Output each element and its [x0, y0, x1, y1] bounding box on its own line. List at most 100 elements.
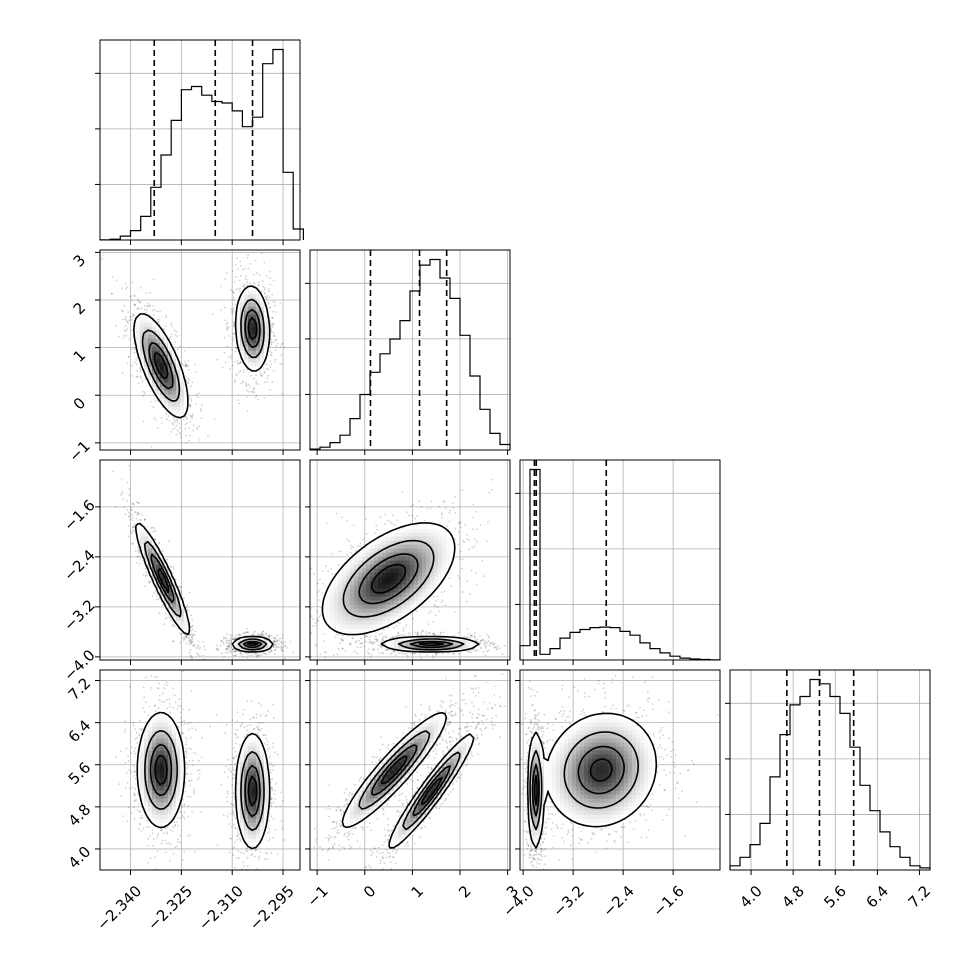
sample-point — [225, 641, 228, 644]
sample-point — [228, 335, 230, 337]
sample-point — [458, 577, 461, 580]
sample-point — [228, 643, 231, 645]
sample-point — [389, 636, 392, 639]
sample-point — [463, 635, 466, 638]
sample-point — [177, 585, 180, 588]
sample-point — [141, 514, 144, 516]
sample-point — [229, 641, 232, 644]
sample-point — [156, 595, 159, 598]
sample-point — [318, 599, 320, 601]
sample-point — [160, 417, 163, 419]
sample-point — [168, 616, 171, 619]
sample-point — [440, 631, 442, 634]
sample-point — [280, 343, 283, 346]
sample-point — [272, 322, 275, 325]
sample-point — [459, 550, 462, 553]
sample-point — [275, 646, 278, 649]
sample-point — [284, 645, 287, 648]
sample-point — [316, 591, 319, 593]
sample-point — [466, 600, 468, 603]
sample-point — [232, 648, 235, 650]
sample-point — [274, 636, 276, 639]
sample-point — [121, 491, 124, 493]
sample-point — [458, 522, 461, 524]
sample-point — [170, 619, 173, 621]
sample-point — [168, 337, 171, 340]
sample-point — [256, 656, 258, 658]
sample-point — [133, 294, 136, 297]
sample-point — [373, 641, 376, 644]
sample-point — [268, 651, 270, 654]
sample-point — [462, 591, 464, 593]
sample-point — [182, 637, 184, 640]
sample-point — [184, 361, 186, 363]
sample-point — [272, 334, 275, 337]
sample-point — [276, 342, 279, 345]
sample-point — [254, 630, 256, 633]
sample-point — [301, 651, 303, 653]
sample-point — [404, 652, 407, 655]
sample-point — [131, 502, 134, 504]
sample-point — [415, 610, 418, 612]
sample-point — [134, 304, 136, 306]
sample-point — [185, 379, 188, 381]
sample-point — [179, 345, 181, 348]
sample-point — [128, 338, 130, 341]
sample-point — [196, 652, 199, 655]
sample-point — [281, 649, 283, 652]
sample-point — [192, 424, 195, 427]
sample-point — [127, 356, 130, 358]
sample-point — [191, 415, 194, 417]
sample-point — [131, 375, 134, 377]
sample-point — [263, 397, 266, 399]
sample-point — [200, 686, 202, 688]
sample-point — [315, 624, 318, 627]
sample-point — [368, 638, 371, 641]
sample-point — [135, 359, 138, 361]
sample-point — [138, 555, 141, 557]
sample-point — [264, 632, 267, 635]
sample-point — [401, 491, 404, 493]
sample-point — [239, 361, 242, 363]
sample-point — [433, 595, 435, 598]
sample-point — [140, 519, 142, 521]
sample-point — [469, 633, 472, 636]
sample-point — [272, 370, 275, 372]
sample-point — [255, 382, 258, 385]
sample-point — [276, 639, 279, 642]
sample-point — [161, 422, 164, 425]
sample-point — [132, 313, 134, 316]
sample-point — [127, 321, 129, 324]
sample-point — [458, 521, 461, 524]
sample-point — [235, 650, 238, 652]
sample-point — [409, 634, 411, 637]
sample-point — [352, 546, 354, 548]
sample-point — [245, 631, 248, 634]
sample-point — [289, 640, 292, 643]
sample-point — [438, 610, 440, 613]
sample-point — [180, 585, 182, 588]
sample-point — [273, 639, 276, 642]
sample-point — [481, 560, 484, 562]
sample-point — [159, 310, 161, 313]
sample-point — [244, 382, 247, 384]
sample-point — [279, 345, 282, 348]
sample-point — [351, 637, 354, 640]
sample-point — [298, 612, 300, 614]
sample-point — [147, 305, 149, 308]
sample-point — [243, 283, 246, 285]
sample-point — [319, 578, 321, 581]
sample-point — [260, 633, 263, 635]
sample-point — [269, 350, 272, 353]
sample-point — [321, 592, 323, 595]
sample-point — [240, 653, 243, 656]
sample-point — [149, 400, 152, 403]
sample-point — [243, 286, 246, 289]
sample-point — [475, 510, 478, 513]
sample-point — [187, 440, 190, 442]
sample-point — [277, 643, 280, 646]
sample-point — [256, 272, 258, 275]
sample-point — [223, 306, 226, 309]
sample-point — [198, 439, 201, 441]
sample-point — [185, 364, 188, 367]
